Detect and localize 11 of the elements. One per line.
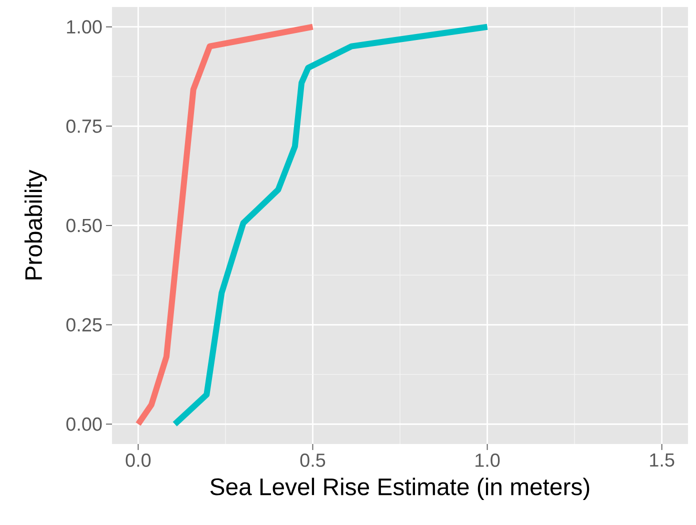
x-axis-title: Sea Level Rise Estimate (in meters) [210,478,590,500]
y-tick-label: 1.00 [67,20,102,34]
x-tick-label: 1.5 [650,454,674,467]
y-axis-title: Probability [24,170,47,280]
x-tick-label: 1.0 [476,454,500,467]
x-tick-label: 0.5 [300,454,326,467]
y-tick-label: 0.50 [66,218,102,232]
y-tick-label: 0.25 [66,318,102,332]
x-tick-label: 0.0 [126,454,151,467]
y-tick-label: 0.00 [66,417,102,431]
y-tick-label: 0.75 [66,119,102,133]
